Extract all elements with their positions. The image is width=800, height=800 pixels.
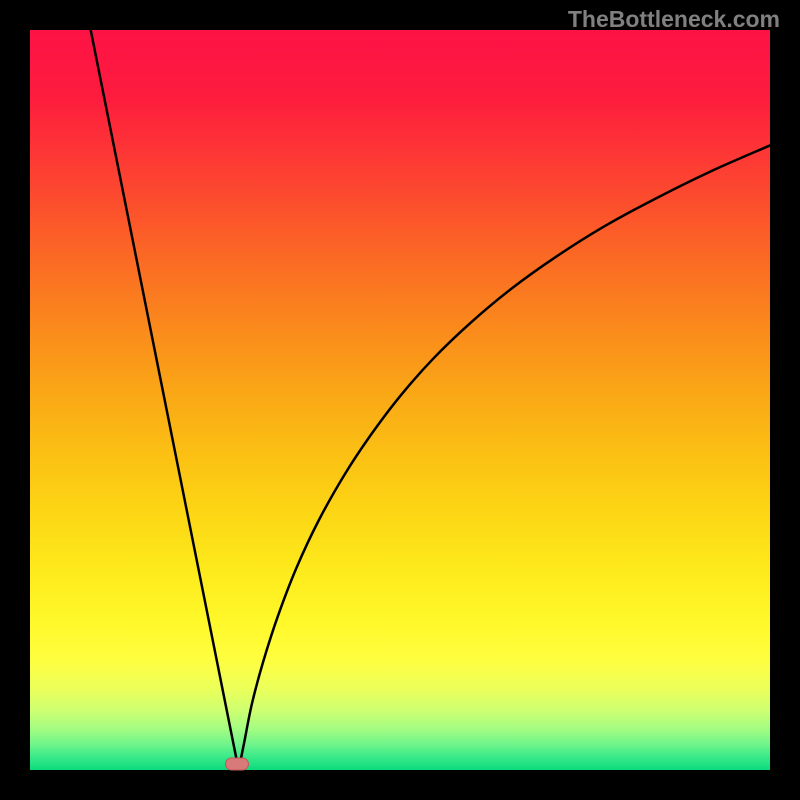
minimum-marker-pill [226, 758, 249, 770]
watermark-text: TheBottleneck.com [568, 6, 780, 33]
curve-left-branch [91, 30, 238, 763]
curve-right-branch [240, 145, 770, 762]
minimum-marker [225, 758, 249, 771]
bottleneck-curve-svg [30, 30, 770, 770]
chart-container: { "watermark": { "text": "TheBottleneck.… [0, 0, 800, 800]
plot-area [30, 30, 770, 770]
